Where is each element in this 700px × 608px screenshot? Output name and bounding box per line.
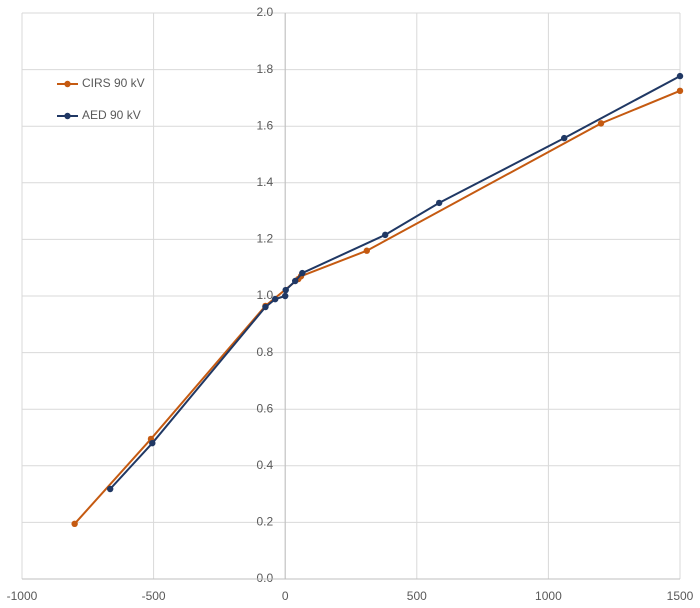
y-tick-label: 0.4 [257, 458, 274, 472]
x-tick-label: -500 [142, 589, 166, 603]
marker [299, 269, 306, 277]
line [109, 75, 681, 490]
marker [271, 295, 279, 303]
x-tick-label: 0 [282, 589, 289, 603]
legend-label: AED 90 kV [82, 108, 141, 122]
legend-marker [64, 80, 71, 88]
y-tick-label: 0.8 [257, 345, 274, 359]
y-tick-label: 1.4 [257, 175, 274, 189]
x-tick-label: 1500 [667, 589, 694, 603]
y-tick-label: 0.6 [257, 401, 274, 415]
marker [149, 439, 156, 447]
marker [597, 120, 605, 127]
y-tick-label: 1.8 [257, 62, 274, 76]
legend-label: CIRS 90 kV [82, 76, 145, 90]
marker [282, 292, 289, 300]
y-tick-label: 0.2 [257, 515, 274, 529]
x-tick-label: 500 [407, 589, 427, 603]
marker [560, 134, 568, 142]
legend-marker [64, 112, 71, 120]
marker [676, 72, 684, 80]
x-tick-label: 1000 [535, 589, 562, 603]
x-tick-label: -1000 [7, 589, 38, 603]
marker [435, 199, 443, 207]
marker [676, 87, 684, 95]
marker [71, 520, 78, 528]
line [73, 89, 681, 525]
y-tick-label: 0.0 [257, 571, 274, 585]
y-tick-label: 1.2 [257, 232, 274, 246]
y-tick-label: 2.0 [257, 5, 274, 19]
y-tick-label: 1.6 [257, 118, 274, 132]
marker [106, 485, 114, 493]
marker [363, 247, 370, 254]
marker [382, 231, 389, 239]
y-tick-label: 1.0 [257, 288, 274, 302]
marker [282, 286, 289, 294]
marker [262, 303, 269, 311]
marker [292, 277, 299, 285]
